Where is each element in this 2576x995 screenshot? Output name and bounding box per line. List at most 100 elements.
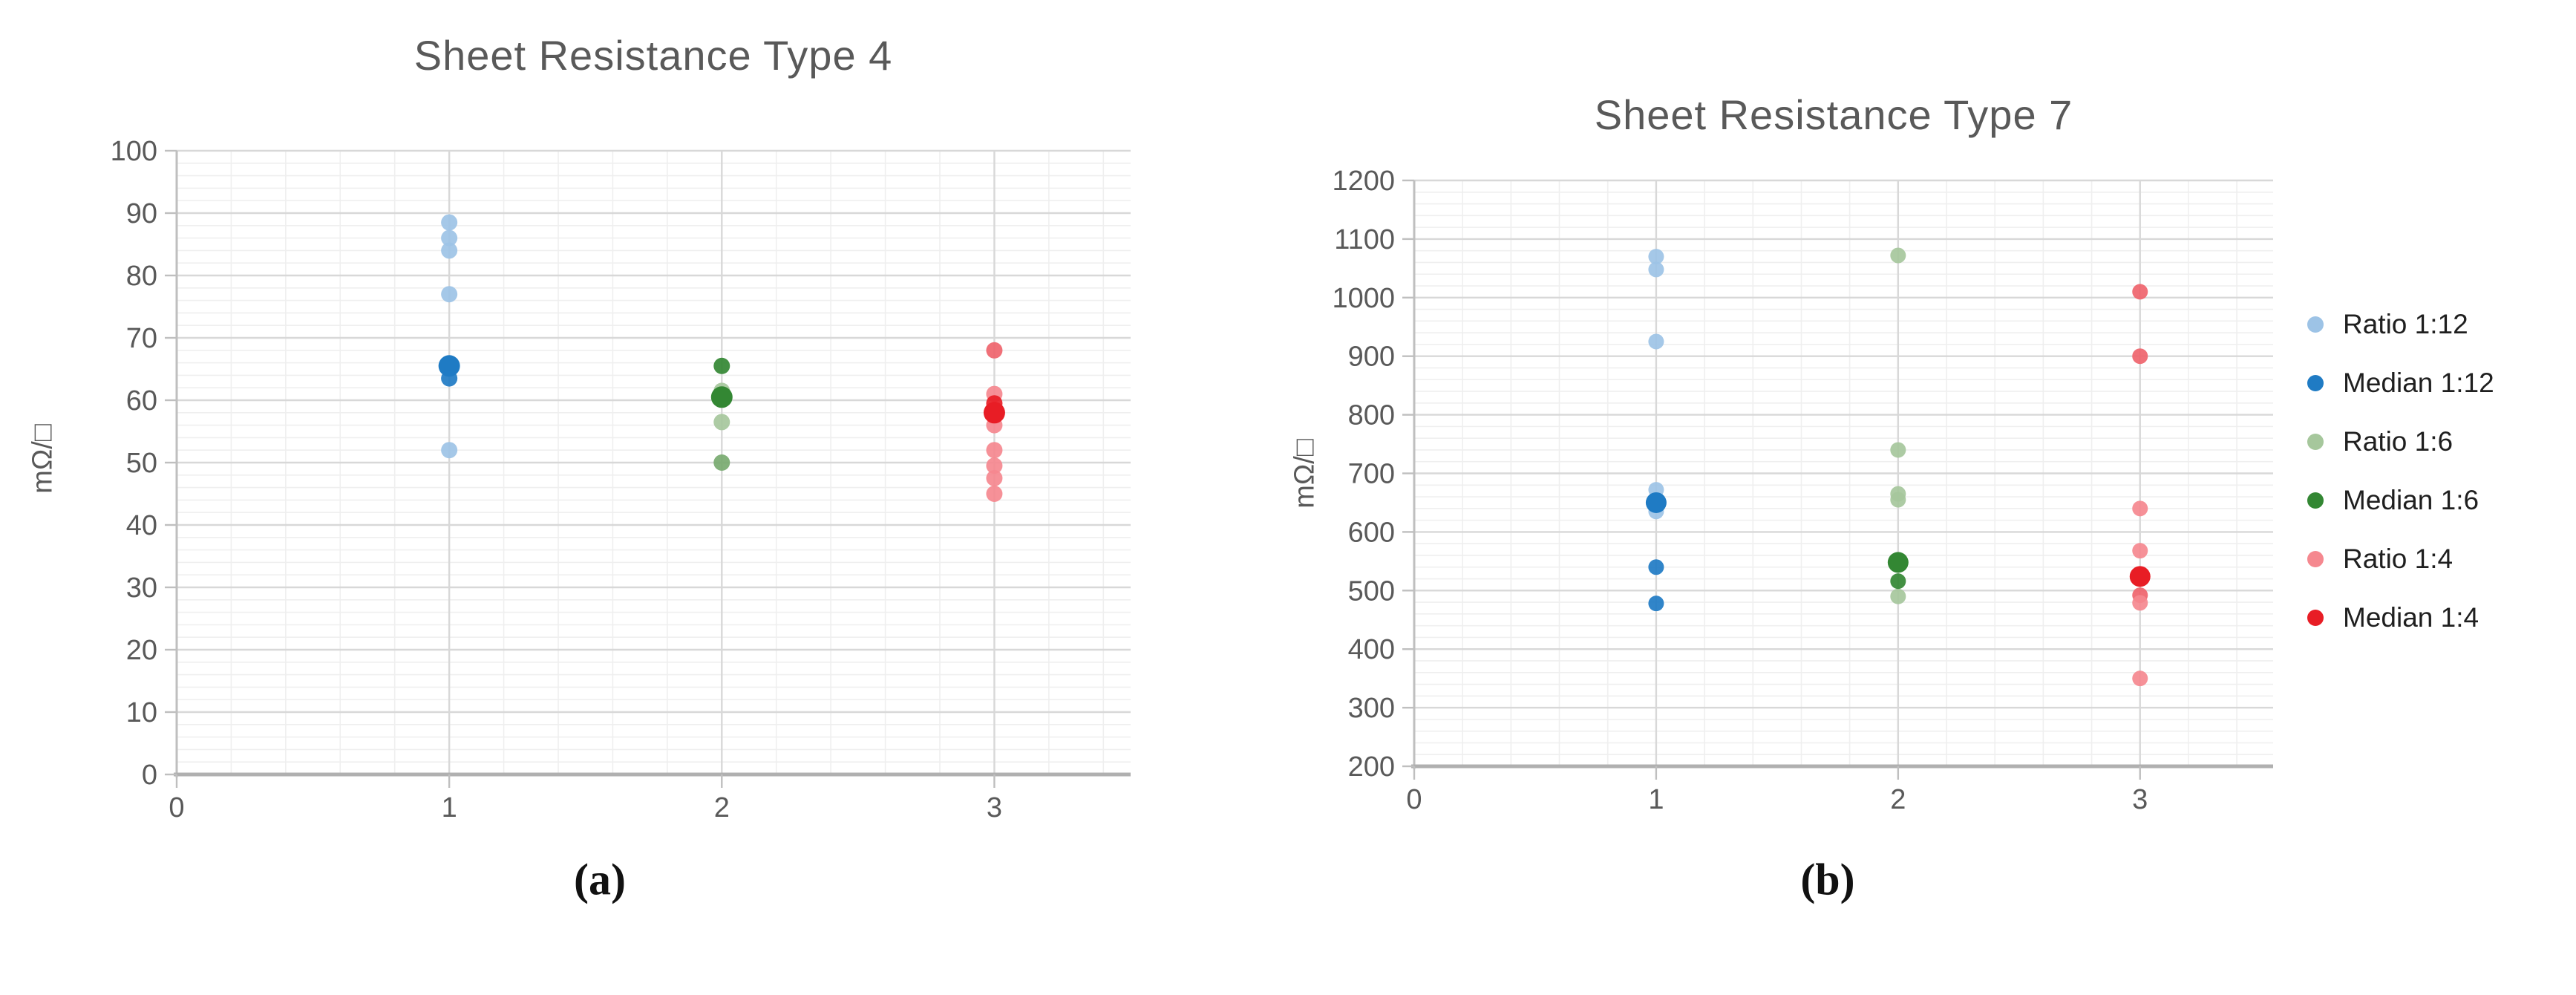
tick-labels: 0 10 20 30 40 50 60 70 80 90 100 0 1 2 3: [111, 136, 1002, 823]
legend-marker-icon: [2307, 434, 2324, 450]
x-tick-label: 3: [2132, 784, 2148, 815]
y-tick-label: 10: [126, 697, 157, 728]
series-median-1-4: [983, 395, 1005, 424]
chart-b: 200 300 400 500 600 700 800 900 1000 1100 1200 0 1 2 3: [1332, 166, 2273, 815]
data-point: [438, 355, 460, 377]
legend-marker-icon: [2307, 375, 2324, 391]
data-point: [2132, 671, 2148, 687]
data-point: [1648, 261, 1664, 278]
y-tick-label: 1000: [1332, 283, 1395, 314]
data-point: [441, 442, 458, 459]
caption-a: (a): [574, 855, 626, 904]
data-point: [986, 442, 1003, 459]
data-point: [1648, 559, 1664, 575]
y-tick-label: 80: [126, 261, 157, 292]
data-point: [1887, 552, 1909, 573]
legend-item: Median 1:6: [2307, 485, 2567, 515]
data-point: [2132, 284, 2148, 300]
data-point: [1890, 492, 1906, 508]
data-point: [1890, 573, 1906, 590]
axes: [165, 149, 1131, 788]
y-tick-label: 70: [126, 323, 157, 354]
y-tick-label: 100: [111, 136, 157, 167]
data-point: [441, 229, 458, 247]
y-tick-label: 700: [1348, 459, 1395, 490]
tick-labels: 200 300 400 500 600 700 800 900 1000 1100 1200 0 1 2 3: [1332, 166, 2148, 815]
x-tick-label: 2: [1890, 784, 1906, 815]
series-ratio-1-4: [2132, 284, 2148, 687]
y-tick-label: 400: [1348, 634, 1395, 665]
data-point: [2132, 500, 2148, 517]
chart-b-y-axis-title: mΩ/□: [1289, 439, 1321, 509]
x-tick-label: 0: [169, 792, 184, 823]
chart-b-title: Sheet Resistance Type 7: [1594, 91, 2073, 138]
data-point: [441, 286, 458, 303]
legend: Ratio 1:12 Median 1:12 Ratio 1:6 Median 1:6…: [2307, 309, 2567, 633]
y-tick-label: 1200: [1332, 166, 1395, 197]
series-median-1-6: [1887, 552, 1909, 590]
legend-item-label: Median 1:6: [2343, 485, 2479, 515]
legend-item-label: Ratio 1:6: [2343, 426, 2454, 457]
chart-a: 0 10 20 30 40 50 60 70 80 90 100 0 1 2 3: [111, 136, 1131, 823]
y-tick-label: 300: [1348, 693, 1395, 724]
legend-item: Median 1:4: [2307, 602, 2567, 633]
data-point: [441, 242, 458, 259]
y-tick-label: 500: [1348, 575, 1395, 607]
data-point: [441, 370, 458, 387]
x-tick-label: 1: [442, 792, 457, 823]
legend-marker-icon: [2307, 551, 2324, 567]
legend-item: Median 1:12: [2307, 368, 2567, 398]
legend-item: Ratio 1:4: [2307, 544, 2567, 574]
data-point: [713, 357, 730, 374]
data-point: [1890, 588, 1906, 604]
legend-item-label: Median 1:4: [2343, 602, 2479, 633]
data-point: [986, 486, 1003, 502]
y-tick-label: 1100: [1334, 224, 1395, 255]
y-tick-label: 20: [126, 635, 157, 666]
y-tick-label: 600: [1348, 517, 1395, 548]
legend-item-label: Ratio 1:12: [2343, 309, 2468, 339]
legend-marker-icon: [2307, 316, 2324, 333]
series-median-1-6: [710, 357, 733, 408]
x-tick-label: 3: [987, 792, 1002, 823]
axes: [1402, 179, 2273, 780]
data-point: [441, 214, 458, 231]
data-point: [2129, 566, 2151, 587]
data-point: [2132, 348, 2148, 365]
x-tick-label: 0: [1406, 784, 1422, 815]
y-tick-label: 200: [1348, 751, 1395, 783]
chart-a-title: Sheet Resistance Type 4: [413, 32, 893, 79]
data-point: [983, 402, 1005, 424]
y-tick-label: 30: [126, 572, 157, 604]
data-point: [2132, 543, 2148, 559]
data-point: [986, 457, 1003, 474]
data-point: [713, 414, 730, 431]
x-tick-label: 1: [1648, 784, 1664, 815]
series-ratio-1-12: [441, 214, 458, 459]
data-point: [2132, 595, 2148, 611]
data-point: [710, 386, 733, 408]
legend-marker-icon: [2307, 610, 2324, 626]
y-tick-label: 0: [142, 760, 157, 791]
y-tick-label: 800: [1348, 400, 1395, 431]
caption-b: (b): [1800, 855, 1855, 904]
y-tick-label: 50: [126, 448, 157, 479]
series-median-1-12: [438, 355, 460, 387]
y-tick-label: 60: [126, 385, 157, 417]
legend-item-label: Ratio 1:4: [2343, 544, 2454, 574]
data-point: [713, 454, 730, 471]
data-point: [1648, 596, 1664, 612]
series-median-1-4: [2129, 566, 2151, 587]
data-point: [986, 342, 1003, 359]
legend-marker-icon: [2307, 492, 2324, 509]
data-point: [986, 470, 1003, 486]
data-point: [1645, 492, 1667, 513]
legend-item: Ratio 1:12: [2307, 309, 2567, 339]
legend-item-label: Median 1:12: [2343, 368, 2494, 398]
data-point: [1890, 442, 1906, 458]
data-point: [1648, 333, 1664, 350]
series-median-1-12: [1645, 492, 1667, 612]
y-tick-label: 900: [1348, 342, 1395, 373]
